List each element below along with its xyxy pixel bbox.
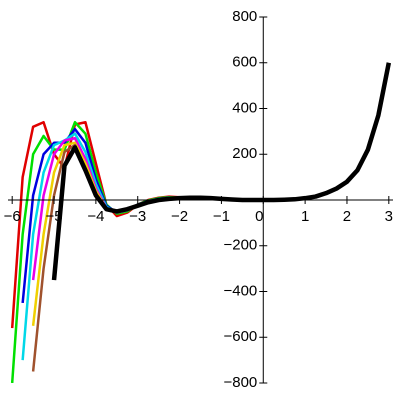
x-tick-label: −1 xyxy=(213,208,230,225)
x-tick-label: 0 xyxy=(255,208,263,225)
y-tick-label: 400 xyxy=(232,99,257,116)
y-tick-label: 600 xyxy=(232,54,257,71)
x-tick-label: 3 xyxy=(385,208,393,225)
x-tick-label: 2 xyxy=(343,208,351,225)
x-tick-label: −4 xyxy=(87,208,104,225)
x-tick-label: −3 xyxy=(129,208,146,225)
y-tick-label: −400 xyxy=(223,282,257,299)
y-tick-label: 800 xyxy=(232,8,257,25)
y-tick-label: −200 xyxy=(223,237,257,254)
y-tick-label: −600 xyxy=(223,328,257,345)
x-tick-label: 1 xyxy=(301,208,309,225)
plot-area xyxy=(10,62,392,383)
curve xyxy=(10,120,191,383)
y-tick-label: 200 xyxy=(232,145,257,162)
x-tick-label: −5 xyxy=(45,208,62,225)
curve xyxy=(51,62,392,281)
x-tick-label: −2 xyxy=(171,208,188,225)
x-tick-label: −6 xyxy=(4,208,21,225)
y-tick-label: −800 xyxy=(223,374,257,391)
